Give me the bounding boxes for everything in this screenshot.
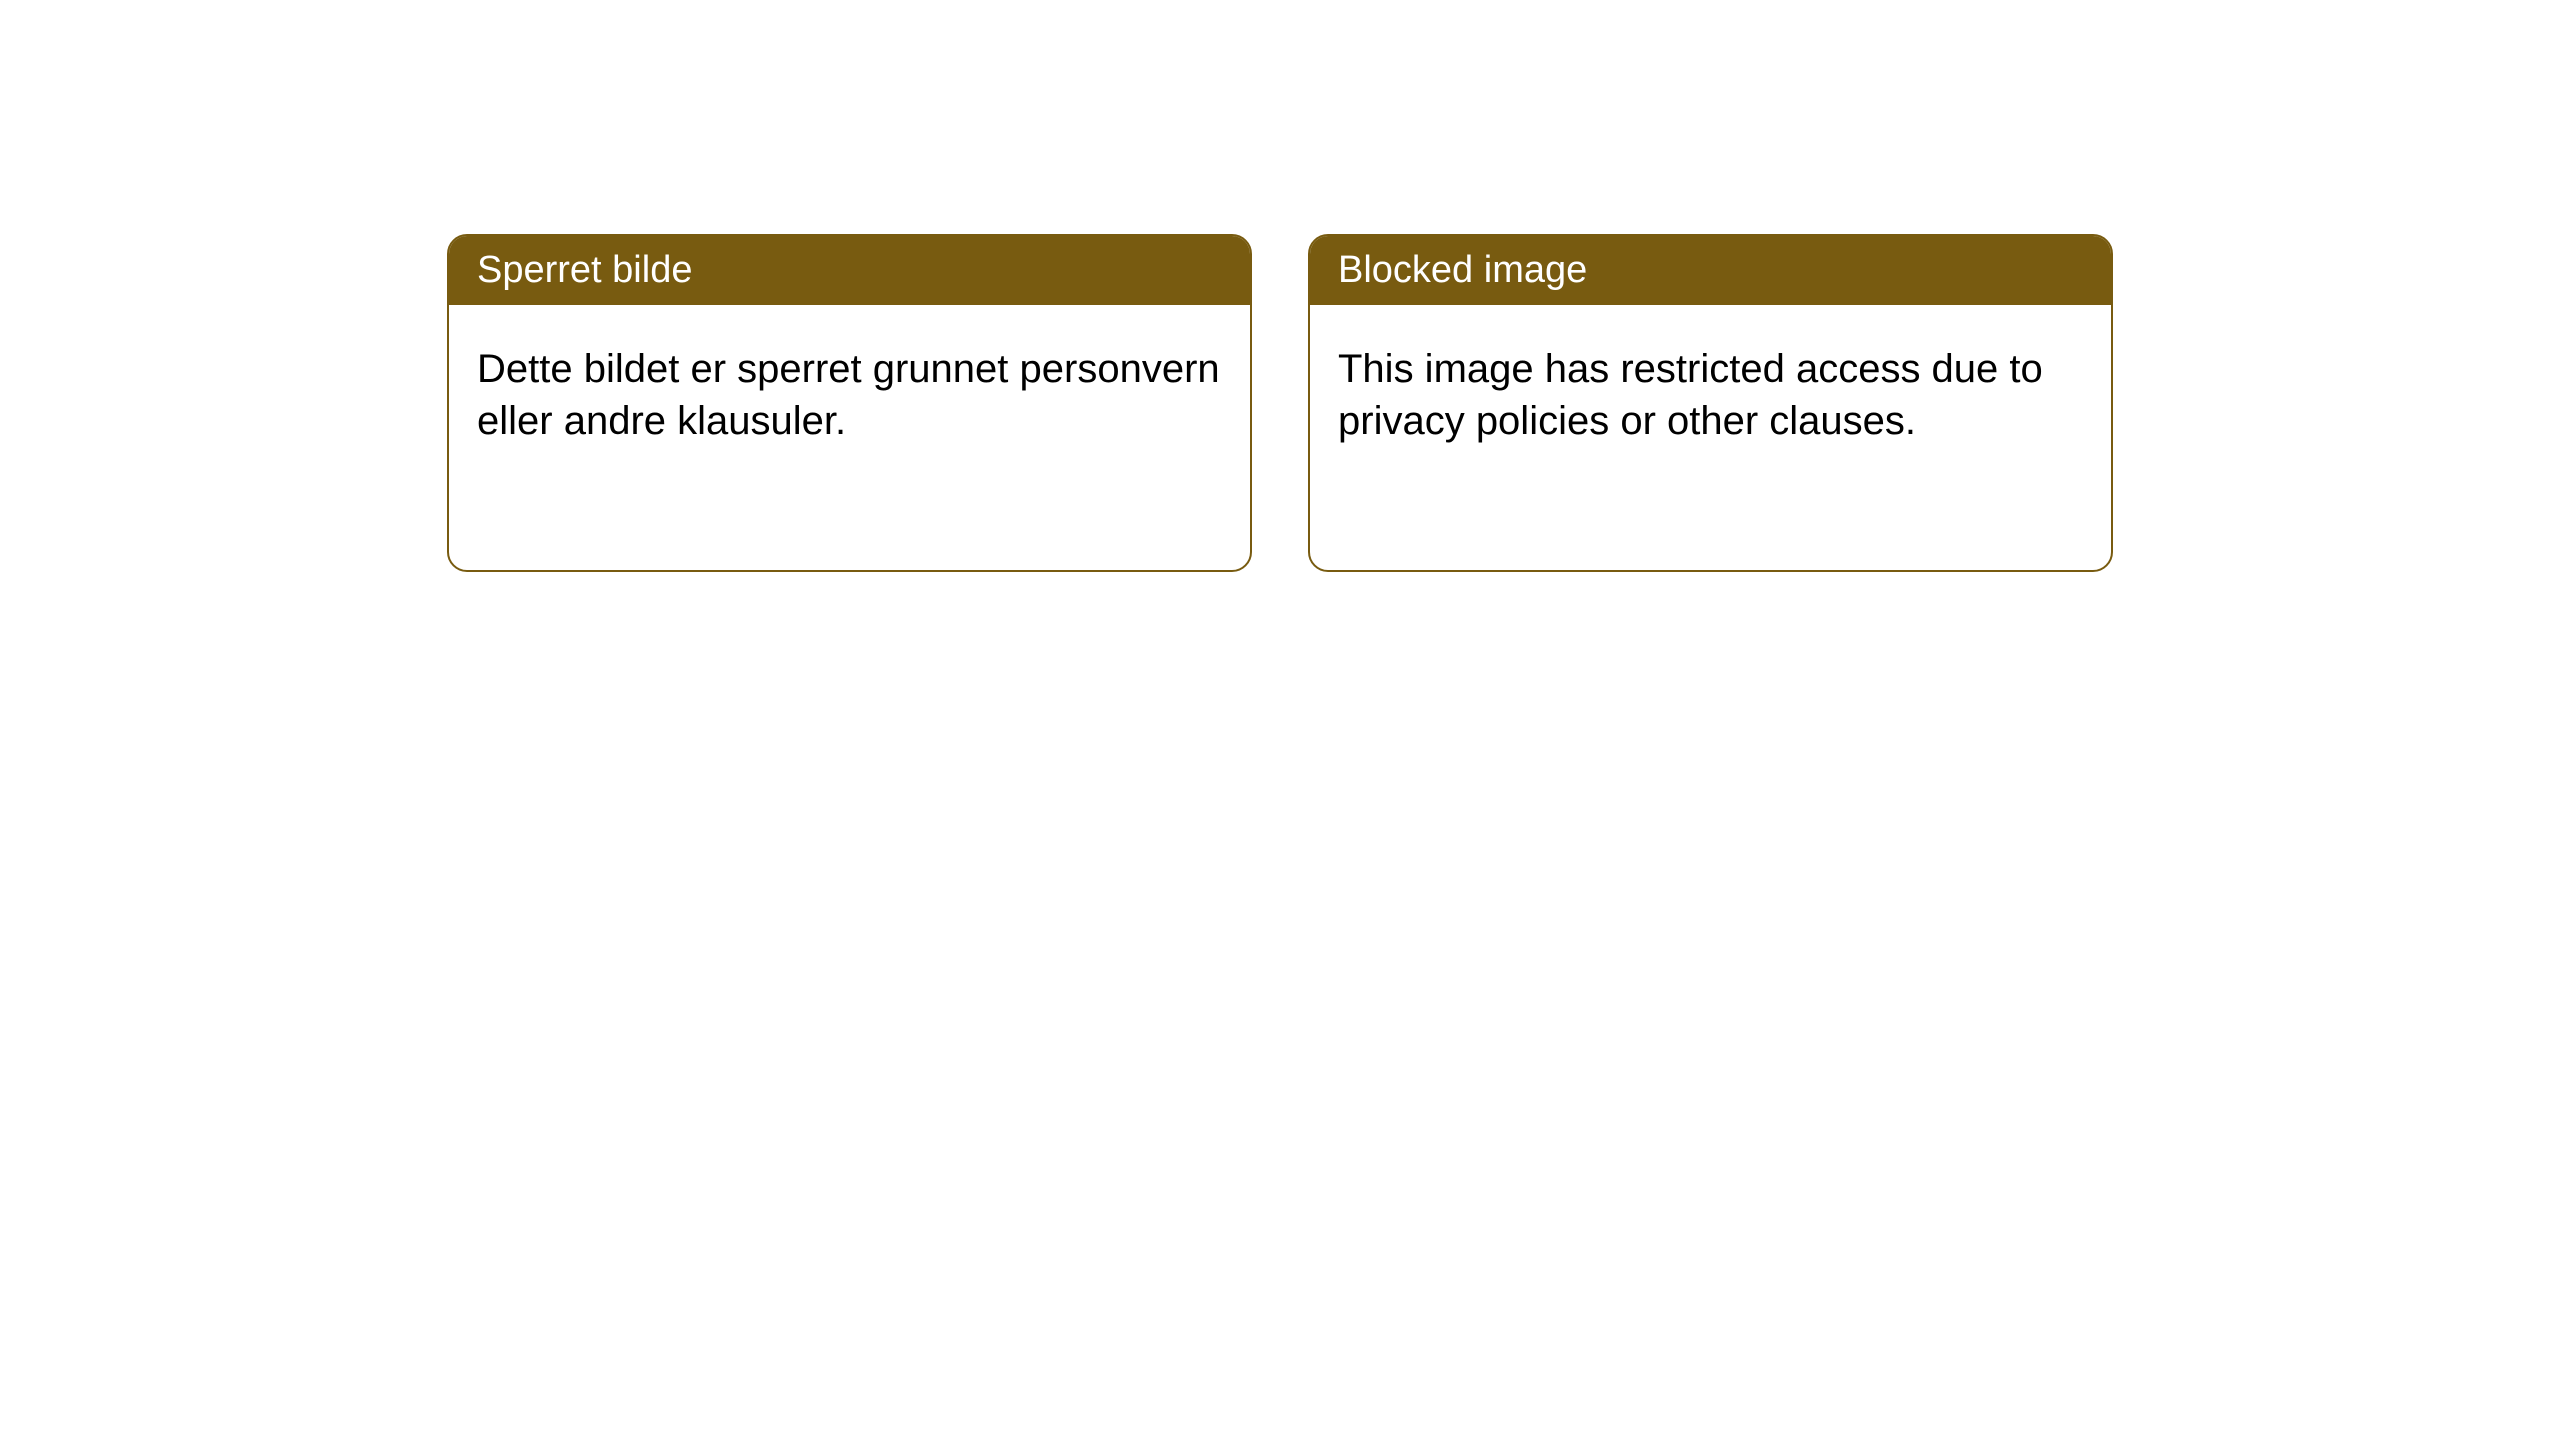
info-card-english: Blocked image This image has restricted …: [1308, 234, 2113, 572]
info-cards-container: Sperret bilde Dette bildet er sperret gr…: [447, 234, 2113, 572]
card-header: Blocked image: [1310, 236, 2111, 305]
card-body: Dette bildet er sperret grunnet personve…: [449, 305, 1250, 485]
card-header: Sperret bilde: [449, 236, 1250, 305]
card-body: This image has restricted access due to …: [1310, 305, 2111, 485]
info-card-norwegian: Sperret bilde Dette bildet er sperret gr…: [447, 234, 1252, 572]
